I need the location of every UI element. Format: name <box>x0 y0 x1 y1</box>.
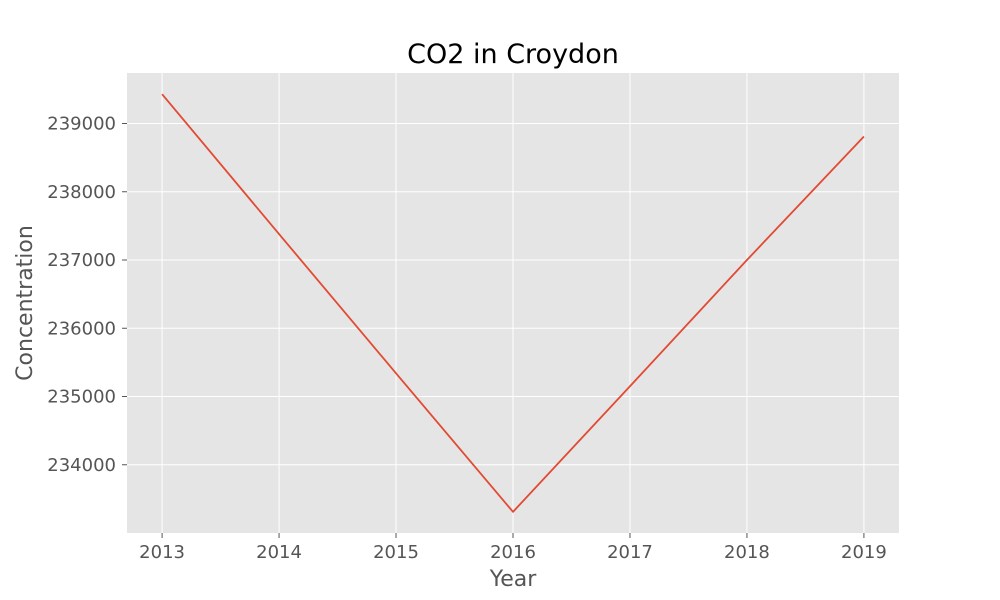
y-tick-label: 236000 <box>47 318 116 339</box>
y-tick-label: 235000 <box>47 387 116 408</box>
y-tick-label: 238000 <box>47 182 116 203</box>
x-axis-label: Year <box>489 567 538 592</box>
y-tick-label: 239000 <box>47 114 116 135</box>
x-tick-label: 2014 <box>256 542 302 563</box>
y-axis-label: Concentration <box>13 225 38 381</box>
x-tick-label: 2013 <box>139 542 185 563</box>
x-tick-label: 2015 <box>373 542 419 563</box>
y-tick-label: 234000 <box>47 455 116 476</box>
x-tick-label: 2018 <box>724 542 770 563</box>
grid-lines <box>127 73 899 533</box>
x-tick-label: 2017 <box>607 542 653 563</box>
series-lines <box>161 93 865 513</box>
x-tick-label: 2016 <box>490 542 536 563</box>
y-tick-label: 237000 <box>47 250 116 271</box>
x-tick-label: 2019 <box>841 542 887 563</box>
series-line <box>161 93 865 513</box>
tick-labels: 2013 2014 2015 2016 2017 2018 2019 234000 235000… <box>47 114 887 563</box>
chart-title: CO2 in Croydon <box>407 39 619 70</box>
